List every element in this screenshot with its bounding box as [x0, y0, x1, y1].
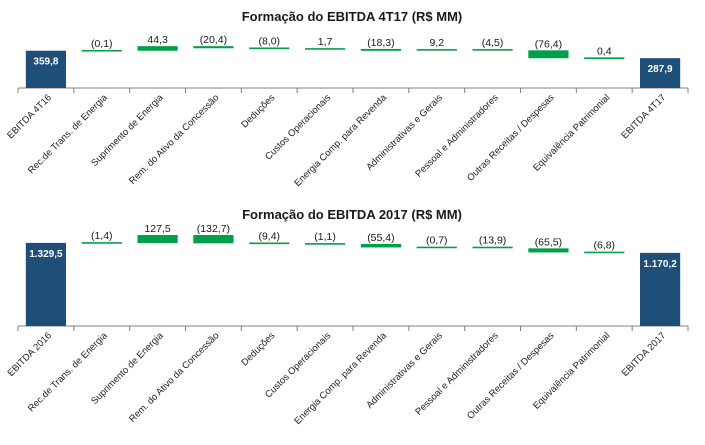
delta-bar [249, 47, 290, 50]
data-label: (6,8) [593, 240, 615, 252]
data-label: (0,1) [91, 38, 113, 50]
data-label: (1,4) [91, 230, 113, 242]
data-label: 1.170,2 [643, 259, 677, 270]
data-label: (13,9) [479, 235, 506, 247]
data-label: (4,5) [482, 37, 504, 49]
data-label: 127,5 [144, 223, 170, 235]
data-label: 359,8 [33, 57, 58, 68]
data-label: (18,3) [367, 37, 394, 49]
category-label: Deduções [239, 330, 277, 368]
delta-bar [137, 235, 178, 243]
delta-bar [193, 46, 234, 49]
data-label: (1,1) [314, 231, 336, 243]
total-bar [639, 252, 681, 326]
delta-bar [81, 49, 122, 52]
delta-bar [584, 251, 625, 254]
data-label: (9,4) [258, 231, 280, 243]
category-label: EBITDA 2016 [6, 330, 54, 378]
data-label: (76,4) [535, 38, 562, 50]
data-label: 44,3 [147, 34, 168, 46]
delta-bar [137, 46, 178, 51]
category-label: Rem. do Ativo da Concessão [127, 92, 221, 186]
delta-bar [193, 235, 234, 244]
delta-bar [416, 49, 457, 51]
category-label: EBITDA 2017 [620, 330, 668, 378]
delta-bar [360, 243, 402, 248]
chart-title-4t17: Formação do EBITDA 4T17 (R$ MM) [242, 9, 463, 24]
total-bar [25, 50, 67, 88]
category-label: EBITDA 4T17 [619, 92, 668, 141]
delta-bar [360, 48, 402, 51]
category-label: Rem. do Ativo da Concessão [127, 330, 221, 424]
delta-bar [416, 246, 457, 249]
category-label: Deduções [239, 92, 277, 130]
delta-bar [528, 50, 569, 59]
data-label: 1.329,5 [29, 249, 63, 260]
delta-bar [81, 242, 122, 244]
total-bar [639, 58, 681, 88]
data-label: (55,4) [367, 232, 394, 244]
data-label: 9,2 [429, 37, 444, 49]
category-label: EBITDA 4T16 [5, 92, 54, 141]
delta-bar [304, 243, 346, 245]
total-bar [25, 242, 67, 326]
delta-bar [528, 248, 569, 253]
delta-bar [304, 48, 346, 50]
data-label: (132,7) [197, 223, 230, 235]
data-label: 1,7 [318, 36, 333, 48]
chart-title-2017: Formação do EBITDA 2017 (R$ MM) [242, 207, 462, 222]
data-label: (65,5) [535, 236, 562, 248]
delta-bar [584, 57, 625, 60]
delta-bar [472, 49, 513, 51]
data-label: 287,9 [648, 64, 673, 75]
data-label: (20,4) [200, 34, 227, 46]
category-label: Energia Comp. para Revenda [292, 92, 389, 189]
data-label: 0,4 [597, 45, 612, 57]
data-label: (8,0) [258, 35, 280, 47]
data-label: (0,7) [426, 235, 448, 247]
category-label: Energia Comp. para Revenda [292, 330, 389, 427]
delta-bar [472, 246, 513, 249]
delta-bar [249, 242, 290, 245]
